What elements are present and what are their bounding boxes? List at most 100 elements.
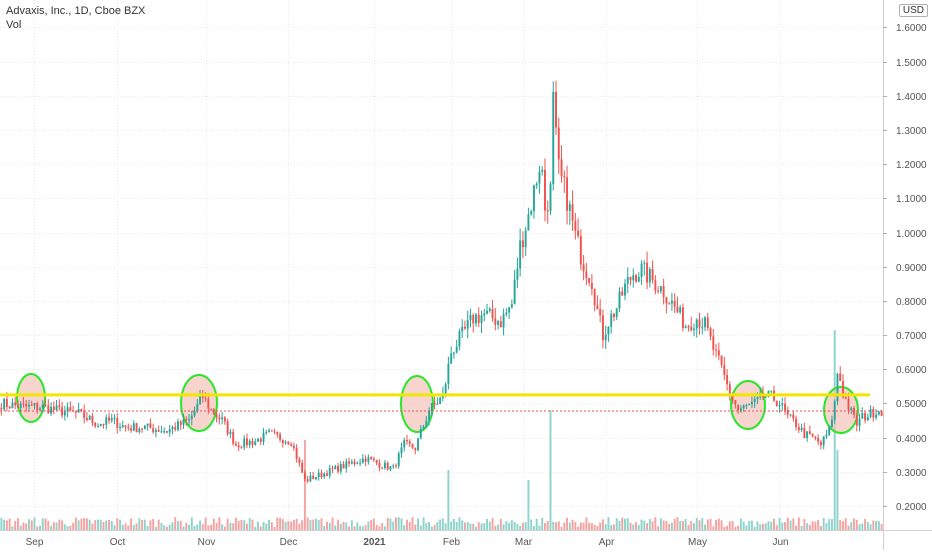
candle-body: [466, 320, 469, 329]
volume-bar: [524, 522, 527, 530]
volume-bar: [839, 520, 842, 530]
candle-body: [480, 315, 483, 323]
volume-bar: [648, 519, 651, 530]
price-axis-label: 0.2000: [896, 502, 927, 513]
volume-bar: [571, 519, 574, 530]
candle-body: [739, 408, 742, 411]
candle-body: [146, 423, 149, 426]
candle-body: [546, 210, 549, 212]
volume-bar: [389, 518, 392, 530]
currency-badge[interactable]: USD: [898, 4, 928, 17]
volume-bar: [855, 519, 858, 530]
volume-bar: [72, 522, 75, 530]
candle-body: [110, 418, 113, 421]
volume-bar: [279, 517, 282, 530]
candle-body: [218, 417, 221, 420]
candle-body: [39, 408, 41, 410]
volume-bar: [555, 522, 557, 530]
candle-body: [303, 472, 306, 480]
candle-body: [486, 310, 488, 314]
time-axis-label: Sep: [26, 537, 44, 548]
candle-body: [397, 453, 400, 467]
volume-bar: [516, 523, 519, 530]
candle-body: [599, 309, 602, 316]
price-axis-label: 0.3000: [896, 468, 927, 479]
candle-body: [662, 286, 665, 298]
volume-label: Vol: [6, 19, 22, 31]
candle-body: [830, 419, 833, 428]
volume-bar: [643, 520, 646, 530]
candle-body: [717, 350, 720, 356]
candle-body: [33, 403, 36, 406]
candle-body: [14, 402, 17, 406]
candle-body: [607, 326, 610, 335]
candle-body: [549, 184, 552, 212]
candle-body: [461, 326, 464, 332]
volume-bar: [770, 521, 773, 530]
volume-bar: [494, 525, 497, 530]
price-axis-label: 1.0000: [896, 229, 927, 240]
candle-body: [232, 431, 235, 444]
volume-bar: [383, 526, 386, 530]
candle-body: [141, 428, 144, 430]
candle-body: [328, 468, 331, 476]
candle-body: [690, 326, 693, 331]
volume-bar: [830, 519, 833, 530]
volume-bar: [673, 518, 676, 530]
candle-body: [704, 317, 706, 328]
volume-bar: [773, 518, 775, 530]
volume-bar: [5, 520, 8, 530]
candle-body: [629, 277, 632, 281]
volume-bar: [199, 520, 202, 530]
candle-body: [775, 400, 778, 407]
candle-body: [210, 408, 213, 410]
candle-body: [720, 355, 723, 365]
candle-body: [712, 336, 715, 350]
candle-body: [610, 313, 613, 327]
price-axis-label: 0.5000: [896, 399, 927, 410]
volume-bar: [806, 523, 809, 530]
candle-body: [715, 349, 718, 351]
candle-body: [85, 418, 88, 420]
candle-body: [577, 230, 580, 236]
volume-bar: [717, 518, 720, 530]
volume-bar: [579, 522, 582, 530]
candle-body: [314, 477, 317, 480]
volume-bar: [750, 520, 753, 530]
volume-bar: [739, 518, 742, 530]
candle-body: [168, 429, 171, 433]
candle-body: [770, 390, 773, 392]
volume-bar: [513, 521, 516, 530]
volume-bar: [386, 518, 389, 530]
volume-bar: [400, 518, 403, 530]
volume-bar: [146, 526, 149, 530]
volume-bar: [819, 526, 822, 530]
candle-body: [869, 409, 872, 418]
candle-body: [444, 384, 447, 394]
candle-body: [734, 400, 737, 405]
volume-bar: [298, 523, 301, 530]
volume-bar: [290, 521, 293, 530]
volume-bar: [8, 518, 11, 530]
candle-body: [425, 420, 428, 427]
candle-body: [395, 465, 397, 467]
volume-bar: [339, 523, 342, 530]
candle-body: [723, 364, 726, 376]
volume-bar: [116, 518, 119, 530]
candle-body: [687, 326, 690, 328]
candle-body: [41, 404, 44, 409]
volume-bar: [397, 517, 400, 530]
candle-body: [475, 314, 477, 324]
candle-body: [284, 441, 287, 444]
candle-body: [621, 291, 624, 296]
volume-bar: [295, 518, 298, 530]
volume-bar: [604, 524, 607, 530]
candle-body: [367, 457, 370, 462]
candle-body: [519, 240, 522, 269]
candle-body: [756, 397, 759, 399]
volume-bar: [245, 523, 248, 530]
volume-bar: [110, 521, 113, 530]
candle-body: [47, 405, 50, 414]
volume-bar: [858, 524, 861, 530]
time-axis-label: Jun: [772, 537, 788, 548]
